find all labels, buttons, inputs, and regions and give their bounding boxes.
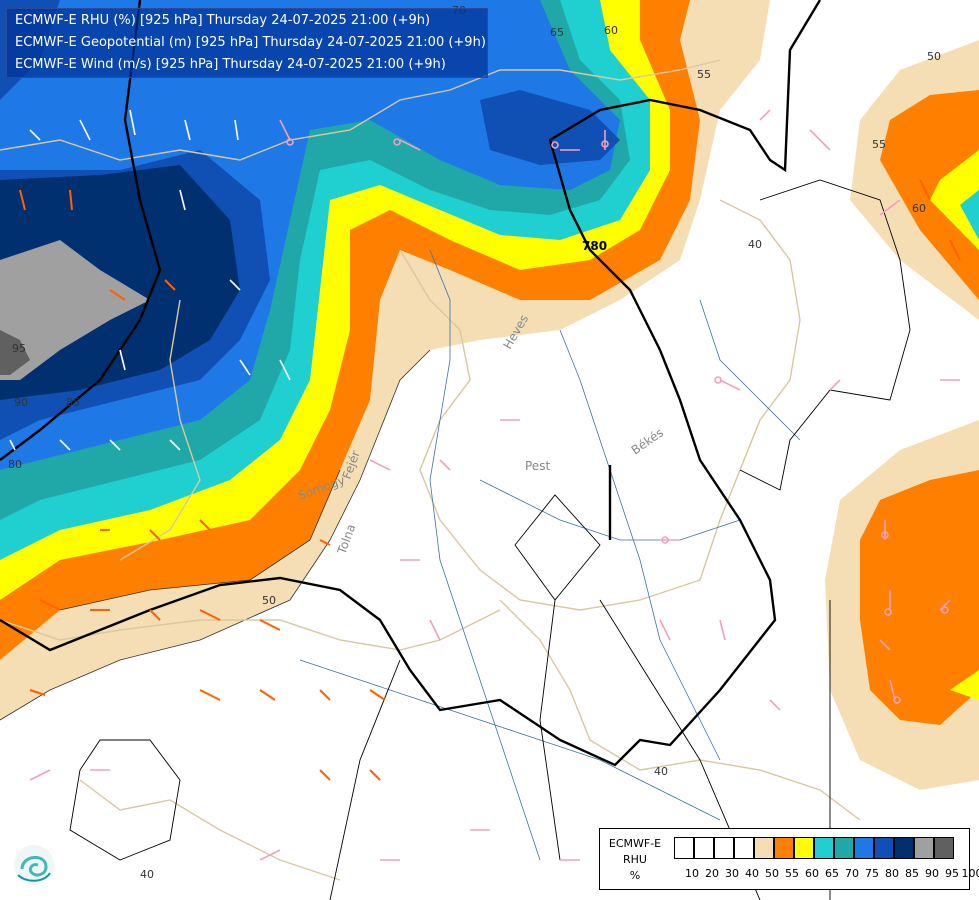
contour-label-55-east: 55 (872, 138, 886, 151)
contour-label-50-south: 50 (262, 594, 276, 607)
legend-swatch (914, 837, 934, 859)
swirl-logo-icon (14, 845, 54, 885)
contour-label-90: 90 (14, 396, 28, 409)
title-line-wind: ECMWF-E Wind (m/s) [925 hPa] Thursday 24… (15, 57, 446, 72)
title-line-rhu: ECMWF-E RHU (%) [925 hPa] Thursday 24-07… (15, 13, 431, 28)
region-label-pest: Pest (525, 459, 550, 473)
contour-label-50: 50 (927, 50, 941, 63)
borders (0, 59, 861, 881)
legend-swatch (694, 837, 714, 859)
legend-tick-label: 40 (745, 867, 759, 880)
geopotential-contours (0, 0, 822, 767)
legend-unit-label: % (629, 869, 641, 882)
legend-tick-label: 50 (765, 867, 779, 880)
legend-tick-label: 80 (885, 867, 899, 880)
legend-swatch (774, 837, 794, 859)
rh-band-90 (0, 240, 150, 380)
legend-swatch (874, 837, 894, 859)
legend-swatch (894, 837, 914, 859)
rh-east-se-60 (950, 670, 979, 700)
legend-swatch (674, 837, 694, 859)
wind-barbs-orange (19, 179, 961, 781)
rh-band-95 (0, 330, 30, 375)
legend-tick-label: 100 (961, 867, 979, 880)
rivers (299, 249, 801, 861)
legend-tick-label: 60 (805, 867, 819, 880)
rhu-color-legend: ECMWF-E RHU % 10 20 30 40 50 55 60 65 70 75 80 85 90… (599, 828, 979, 890)
legend-swatch (854, 837, 874, 859)
legend-swatch (814, 837, 834, 859)
map-title-panel: ECMWF-E RHU (%) [925 hPa] Thursday 24-07… (6, 8, 488, 78)
legend-tick-label: 10 (685, 867, 699, 880)
contour-label-40-sw: 40 (140, 868, 154, 881)
rh-contours (0, 349, 431, 721)
legend-swatch (734, 837, 754, 859)
legend-swatch (794, 837, 814, 859)
wind-barbs-pink (29, 109, 960, 861)
legend-tick-label: 90 (925, 867, 939, 880)
contour-label-60-east: 60 (912, 202, 926, 215)
legend-source-label: ECMWF-E (608, 837, 662, 850)
title-line-geopotential: ECMWF-E Geopotential (m) [925 hPa] Thurs… (15, 35, 486, 50)
legend-tick-label: 20 (705, 867, 719, 880)
contour-label-40-south: 40 (654, 765, 668, 778)
contour-label-95: 95 (12, 342, 26, 355)
contour-label-85: 85 (66, 396, 80, 409)
rh-bands-east (825, 40, 979, 790)
legend-tick-label: 30 (725, 867, 739, 880)
legend-tick-label: 65 (825, 867, 839, 880)
legend-swatch (754, 837, 774, 859)
legend-swatch (834, 837, 854, 859)
contour-labels: 70 65 60 55 50 95 90 85 80 55 60 40 50 4… (8, 4, 941, 881)
legend-tick-label: 85 (905, 867, 919, 880)
rh-east-60 (930, 150, 979, 250)
legend-tick-label: 75 (865, 867, 879, 880)
legend-variable-label: RHU (623, 853, 647, 866)
legend-swatch (934, 837, 954, 859)
rh-east-65 (960, 190, 979, 240)
wind-barbs-white (9, 109, 291, 451)
contour-label-65: 65 (550, 26, 564, 39)
legend-tick-label: 70 (845, 867, 859, 880)
contour-label-80: 80 (8, 458, 22, 471)
rh-bands-west (0, 0, 770, 720)
contour-label-60: 60 (604, 24, 618, 37)
contour-label-55: 55 (697, 68, 711, 81)
legend-swatch (714, 837, 734, 859)
legend-tick-label: 95 (945, 867, 959, 880)
geopotential-label-780: 780 (582, 239, 607, 253)
legend-tick-label: 55 (785, 867, 799, 880)
contour-label-40: 40 (748, 238, 762, 251)
rh-east-se-55 (860, 470, 979, 725)
